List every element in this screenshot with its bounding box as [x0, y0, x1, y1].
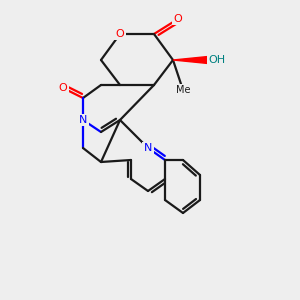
Text: Me: Me: [176, 85, 190, 95]
Text: O: O: [174, 14, 182, 24]
Text: O: O: [58, 83, 68, 93]
Polygon shape: [173, 56, 208, 64]
Text: O: O: [116, 29, 124, 39]
Text: N: N: [79, 115, 87, 125]
Text: N: N: [144, 143, 152, 153]
Text: OH: OH: [208, 55, 225, 65]
